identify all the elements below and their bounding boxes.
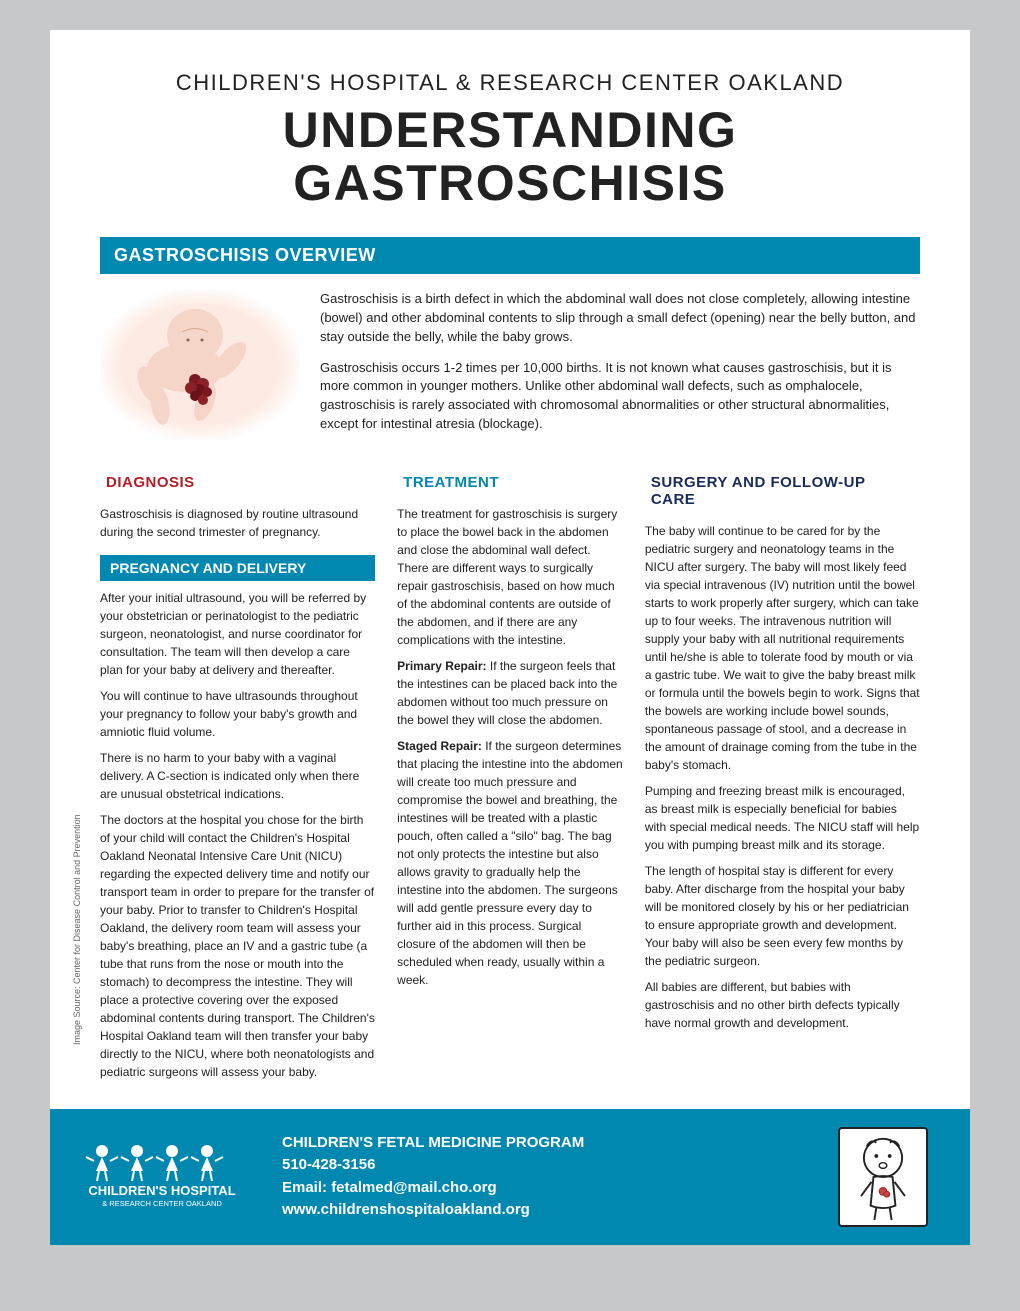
diagnosis-p1: Gastroschisis is diagnosed by routine ul… [100,505,375,541]
overview-text: Gastroschisis is a birth defect in which… [320,290,920,446]
content-columns: DIAGNOSIS Gastroschisis is diagnosed by … [100,468,920,1081]
image-credit: Image Source: Center for Disease Control… [72,814,82,1045]
footer-program: CHILDREN'S FETAL MEDICINE PROGRAM [282,1132,808,1155]
overview-p2: Gastroschisis occurs 1-2 times per 10,00… [320,359,920,434]
pregnancy-heading: PREGNANCY AND DELIVERY [100,555,375,581]
followup-p3: The length of hospital stay is different… [645,862,920,970]
followup-heading: SURGERY AND FOLLOW-UP CARE [645,468,920,514]
pregnancy-p1: After your initial ultrasound, you will … [100,589,375,679]
footer-bar: CHILDREN'S HOSPITAL & RESEARCH CENTER OA… [50,1109,970,1245]
overview-row: Gastroschisis is a birth defect in which… [100,290,920,446]
col-mid: TREATMENT The treatment for gastroschisi… [397,468,623,1081]
footer-email-row: Email: fetalmed@mail.cho.org [282,1177,808,1200]
followup-p4: All babies are different, but babies wit… [645,978,920,1032]
treatment-primary: Primary Repair: If the surgeon feels tha… [397,657,623,729]
title-line-2: GASTROSCHISIS [293,155,726,211]
title-line-1: UNDERSTANDING [283,102,738,158]
cartoon-icon [838,1127,928,1227]
treatment-staged: Staged Repair: If the surgeon determines… [397,737,623,989]
institution-name: CHILDREN'S HOSPITAL & RESEARCH CENTER OA… [100,70,920,96]
footer-email: fetalmed@mail.cho.org [331,1179,497,1196]
footer-phone: 510-428-3156 [282,1154,808,1177]
primary-label: Primary Repair: [397,659,486,673]
diagnosis-heading: DIAGNOSIS [100,468,375,497]
overview-heading: GASTROSCHISIS OVERVIEW [100,237,920,274]
pregnancy-p3: There is no harm to your baby with a vag… [100,749,375,803]
pregnancy-p2: You will continue to have ultrasounds th… [100,687,375,741]
document-page: CHILDREN'S HOSPITAL & RESEARCH CENTER OA… [50,30,970,1245]
staged-text: If the surgeon determines that placing t… [397,739,623,987]
page-title: UNDERSTANDING GASTROSCHISIS [100,104,920,209]
followup-p1: The baby will continue to be cared for b… [645,522,920,774]
footer-email-label: Email: [282,1179,331,1196]
col-left: DIAGNOSIS Gastroschisis is diagnosed by … [100,468,375,1081]
footer-url: www.childrenshospitaloakland.org [282,1199,808,1222]
logo-text-1: CHILDREN'S HOSPITAL [88,1183,235,1198]
pregnancy-p4: The doctors at the hospital you chose fo… [100,811,375,1081]
footer-contact: CHILDREN'S FETAL MEDICINE PROGRAM 510-42… [282,1132,808,1222]
overview-p1: Gastroschisis is a birth defect in which… [320,290,920,347]
logo-text-2: & RESEARCH CENTER OAKLAND [102,1199,222,1208]
col-right: SURGERY AND FOLLOW-UP CARE The baby will… [645,468,920,1081]
staged-label: Staged Repair: [397,739,482,753]
treatment-heading: TREATMENT [397,468,623,497]
treatment-p1: The treatment for gastroschisis is surge… [397,505,623,649]
hospital-logo: CHILDREN'S HOSPITAL & RESEARCH CENTER OA… [72,1139,252,1214]
medical-illustration [100,290,300,440]
followup-p2: Pumping and freezing breast milk is enco… [645,782,920,854]
